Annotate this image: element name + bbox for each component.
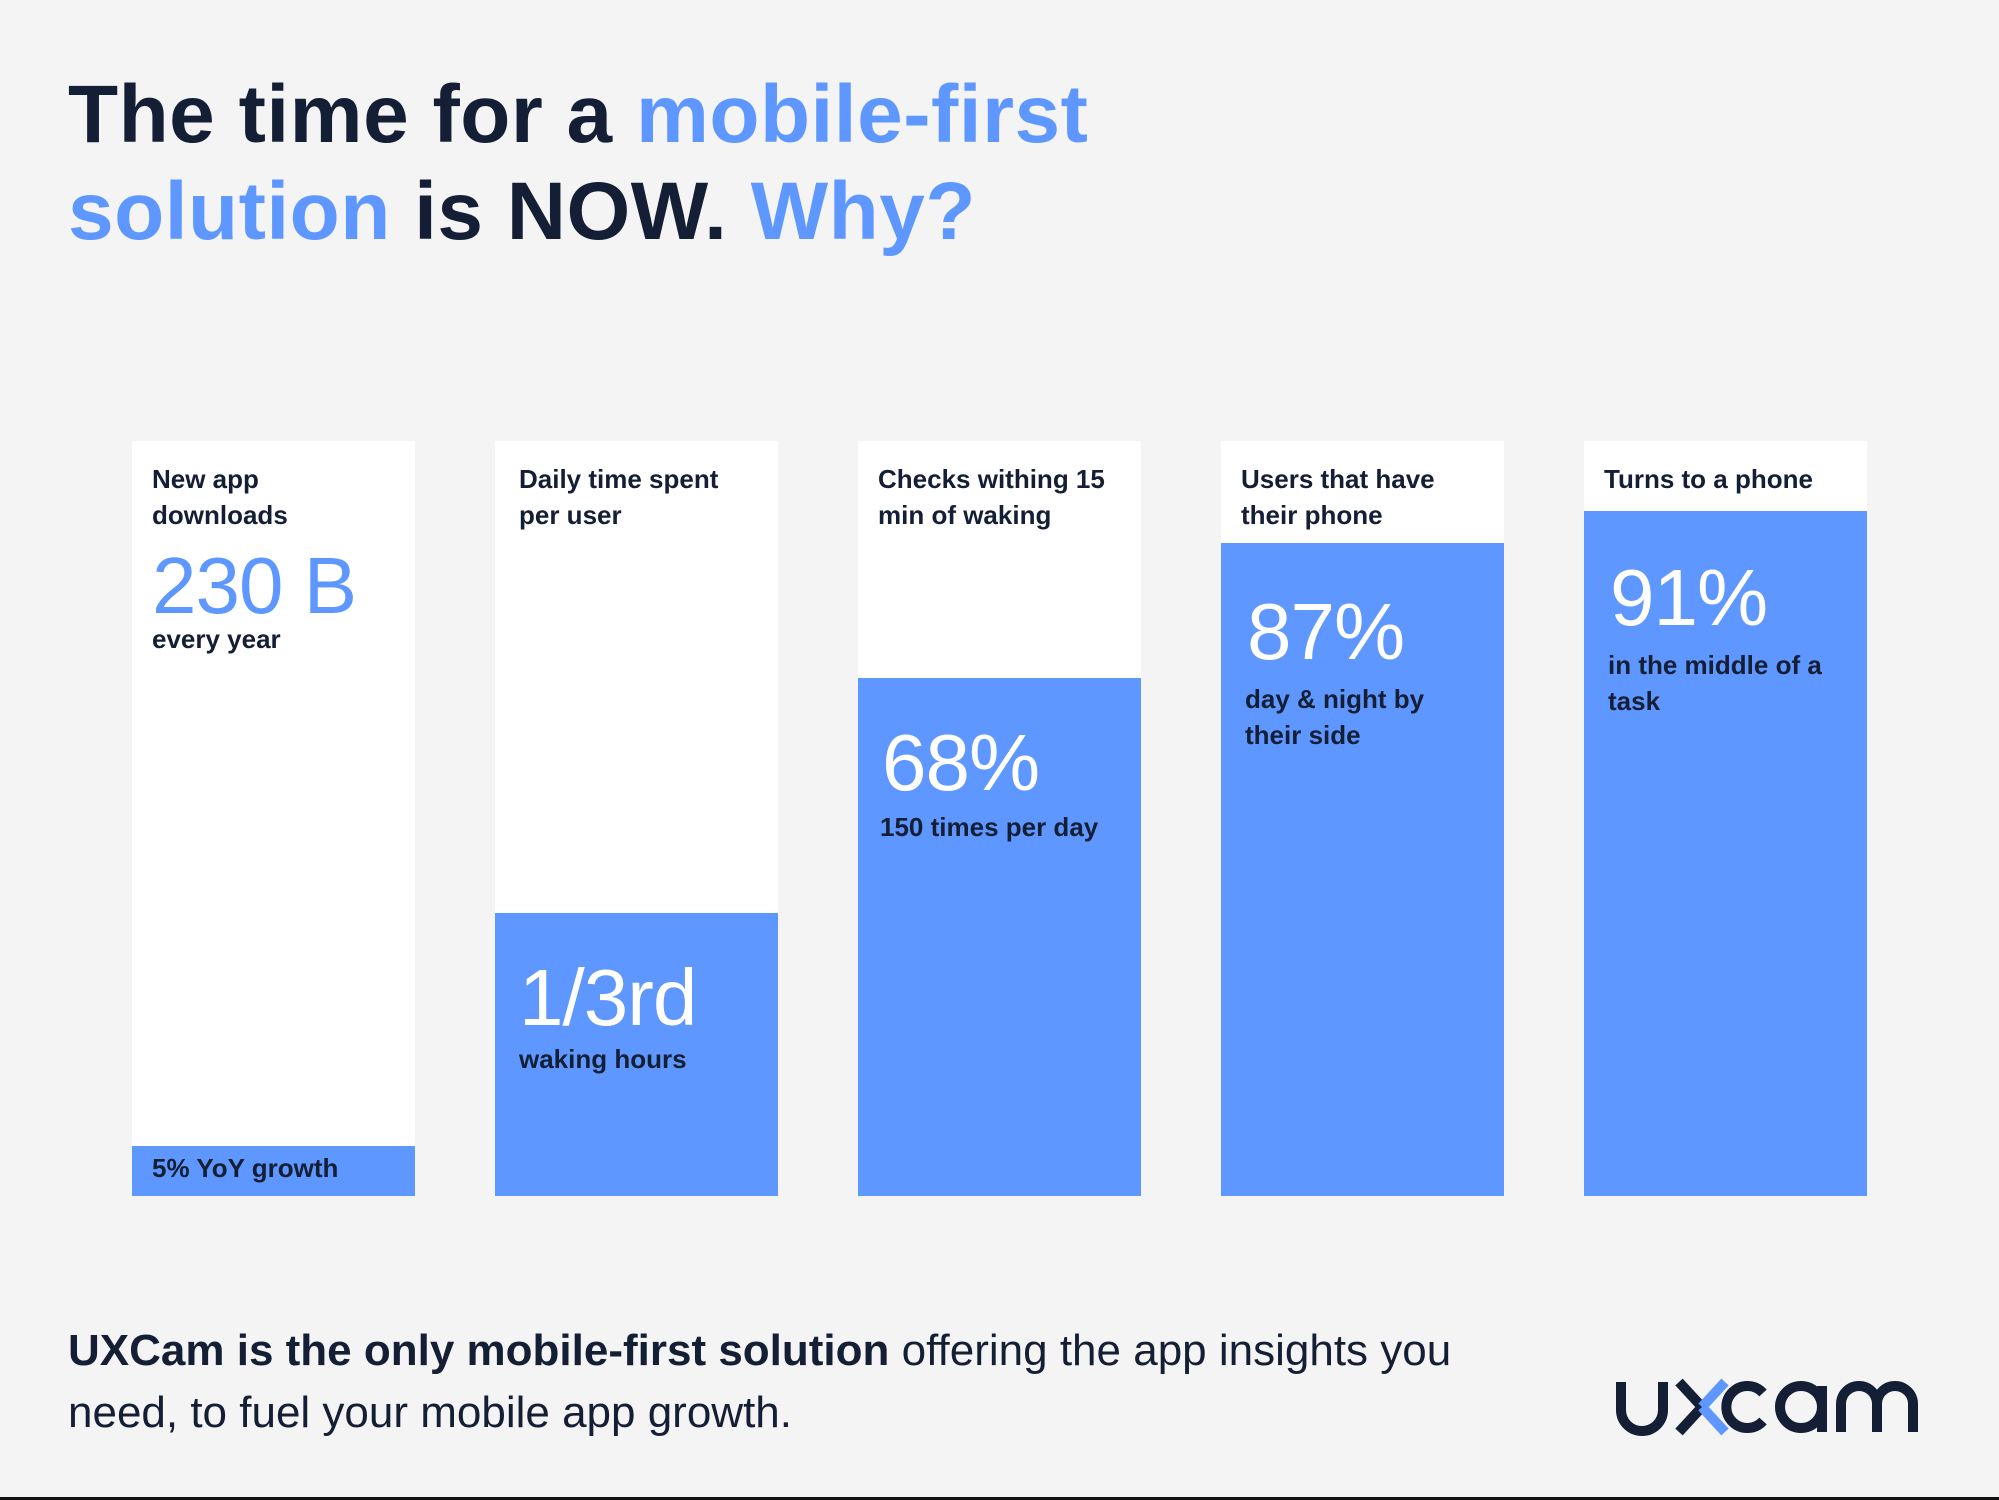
title-accent-mobile-first: mobile-first xyxy=(635,69,1089,160)
title-accent-why: Why? xyxy=(750,166,976,257)
stat-label: Users that have their phone xyxy=(1241,464,1435,530)
uxcam-logo-icon xyxy=(1616,1378,1918,1436)
stat-value: 1/3rd xyxy=(519,953,697,1042)
stat-value: 91% xyxy=(1610,553,1768,642)
stat-card-turns-to-phone: Turns to a phone 91% in the middle of a … xyxy=(1584,441,1867,1196)
title-part-now: is NOW. xyxy=(390,166,751,257)
stat-caption: 150 times per day xyxy=(880,812,1099,842)
stat-value: 68% xyxy=(882,718,1040,807)
title-part-1: The time for a xyxy=(68,69,636,160)
stat-fill-bar xyxy=(858,678,1141,1196)
stat-card-checks-waking: Checks withing 15 min of waking 68% 150 … xyxy=(858,441,1141,1196)
stat-fill-bar: 5% YoY growth xyxy=(132,1146,415,1196)
stat-card-daily-time: Daily time spent per user 1/3rd waking h… xyxy=(495,441,778,1196)
bottom-border xyxy=(0,1497,1999,1500)
stat-caption: waking hours xyxy=(519,1044,687,1074)
stat-fill-bar xyxy=(495,913,778,1196)
footer-tagline: UXCam is the only mobile-first solution … xyxy=(68,1320,1518,1444)
stat-fill-bar xyxy=(1584,511,1867,1196)
stat-fill-caption: 5% YoY growth xyxy=(152,1153,339,1183)
stat-card-phone-side: Users that have their phone 87% day & ni… xyxy=(1221,441,1504,1196)
page-title: The time for a mobile-first solution is N… xyxy=(68,66,1088,260)
footer-tagline-rest: offering the app insights you need, to f… xyxy=(68,1326,1452,1437)
stat-value: 87% xyxy=(1247,587,1405,676)
stat-fill-bar xyxy=(1221,543,1504,1196)
stat-label: New app downloads xyxy=(152,464,288,530)
stat-caption: in the middle of a task xyxy=(1608,650,1822,716)
uxcam-logo xyxy=(1615,1376,1935,1436)
title-accent-solution: solution xyxy=(68,166,391,257)
stat-value: 230 B xyxy=(152,541,357,630)
footer-tagline-strong: UXCam is the only mobile-first solution xyxy=(68,1326,890,1375)
stat-label: Turns to a phone xyxy=(1604,464,1813,494)
stat-label: Daily time spent per user xyxy=(519,464,719,530)
stat-caption: every year xyxy=(152,624,281,654)
stat-caption: day & night by their side xyxy=(1245,684,1425,750)
stat-card-app-downloads: 5% YoY growth New app downloads 230 B ev… xyxy=(132,441,415,1196)
stat-label: Checks withing 15 min of waking xyxy=(878,464,1105,530)
